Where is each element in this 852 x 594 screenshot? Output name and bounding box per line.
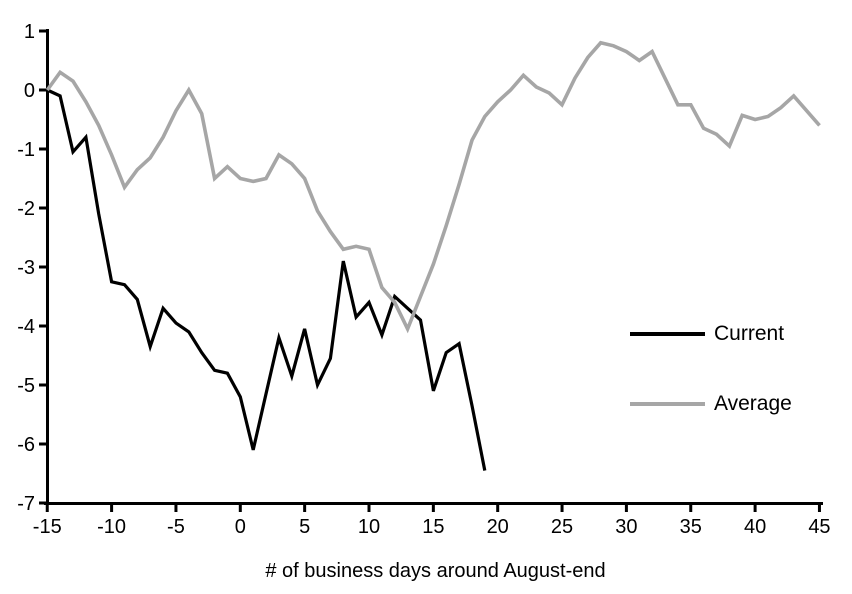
average-line (45, 40, 821, 334)
y-tick-label: -3 (17, 257, 35, 279)
legend-label-current: Current (714, 322, 785, 345)
y-tick-label: -5 (17, 375, 35, 397)
x-tick-label: -15 (33, 516, 62, 538)
legend-entry-average: Average (630, 392, 792, 416)
y-tick-label: -7 (17, 493, 35, 515)
x-tick-label: 35 (680, 516, 702, 538)
average-line-swatch (630, 402, 705, 406)
y-tick-label: -4 (17, 316, 35, 338)
y-tick-label: -6 (17, 434, 35, 456)
x-tick-label: 20 (487, 516, 509, 538)
x-tick-label: 5 (299, 516, 310, 538)
y-tick-label: 1 (24, 21, 35, 43)
legend-entry-current: Current (630, 322, 784, 346)
legend-label-average: Average (714, 392, 792, 415)
x-tick-label: -10 (97, 516, 126, 538)
y-tick-label: 0 (24, 80, 35, 102)
x-tick-label: -5 (167, 516, 185, 538)
x-tick-label: 0 (235, 516, 246, 538)
x-tick-label: 45 (808, 516, 830, 538)
current-line (46, 88, 487, 471)
y-tick-label: -2 (17, 198, 35, 220)
x-tick-label: 10 (358, 516, 380, 538)
x-tick-label: 40 (744, 516, 766, 538)
x-tick-label: 15 (422, 516, 444, 538)
current-line-swatch (630, 332, 705, 336)
y-tick-label: -1 (17, 139, 35, 161)
x-axis-title: # of business days around August-end (265, 560, 606, 582)
x-tick-label: 25 (551, 516, 573, 538)
x-tick-label: 30 (615, 516, 637, 538)
